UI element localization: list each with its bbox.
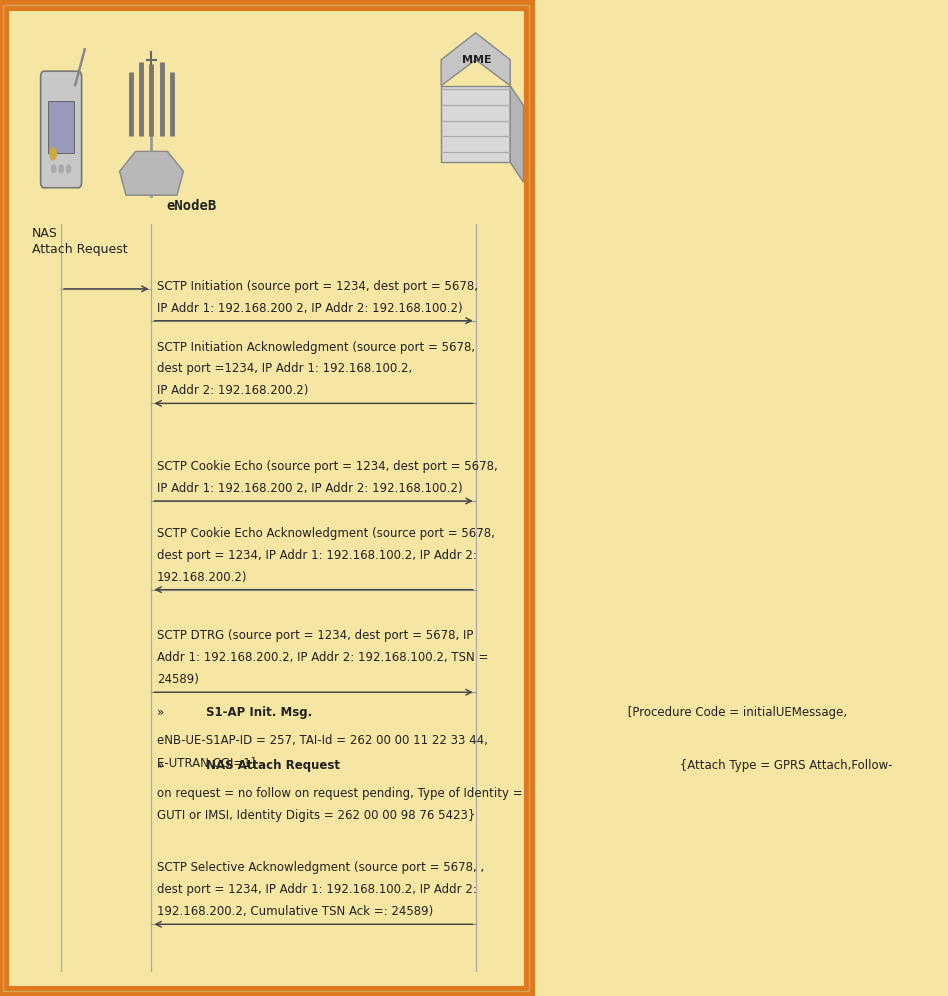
- Text: IP Addr 1: 192.168.200 2, IP Addr 2: 192.168.100.2): IP Addr 1: 192.168.200 2, IP Addr 2: 192…: [156, 482, 463, 495]
- Text: »: »: [156, 706, 168, 719]
- Polygon shape: [510, 86, 523, 182]
- Text: SCTP Initiation Acknowledgment (source port = 5678,: SCTP Initiation Acknowledgment (source p…: [156, 341, 475, 354]
- Text: eNB-UE-S1AP-ID = 257, TAI-Id = 262 00 00 11 22 33 44,: eNB-UE-S1AP-ID = 257, TAI-Id = 262 00 00…: [156, 734, 487, 747]
- Text: IP Addr 1: 192.168.200 2, IP Addr 2: 192.168.100.2): IP Addr 1: 192.168.200 2, IP Addr 2: 192…: [156, 302, 463, 315]
- Text: NAS
Attach Request: NAS Attach Request: [32, 227, 128, 256]
- Text: on request = no follow on request pending, Type of Identity =: on request = no follow on request pendin…: [156, 787, 522, 800]
- Circle shape: [50, 147, 56, 159]
- Text: SCTP DTRG (source port = 1234, dest port = 5678, IP: SCTP DTRG (source port = 1234, dest port…: [156, 629, 473, 642]
- Text: 192.168.200.2): 192.168.200.2): [156, 571, 247, 584]
- Text: SCTP Initiation (source port = 1234, dest port = 5678,: SCTP Initiation (source port = 1234, des…: [156, 280, 478, 293]
- Text: dest port = 1234, IP Addr 1: 192.168.100.2, IP Addr 2:: dest port = 1234, IP Addr 1: 192.168.100…: [156, 549, 477, 562]
- Text: {Attach Type = GPRS Attach,Follow-: {Attach Type = GPRS Attach,Follow-: [676, 759, 893, 772]
- Text: SCTP Cookie Echo Acknowledgment (source port = 5678,: SCTP Cookie Echo Acknowledgment (source …: [156, 527, 495, 540]
- Text: dest port = 1234, IP Addr 1: 192.168.100.2, IP Addr 2:: dest port = 1234, IP Addr 1: 192.168.100…: [156, 883, 477, 896]
- Text: dest port =1234, IP Addr 1: 192.168.100.2,: dest port =1234, IP Addr 1: 192.168.100.…: [156, 363, 412, 375]
- FancyBboxPatch shape: [441, 86, 510, 162]
- Text: MME: MME: [463, 55, 492, 65]
- Polygon shape: [441, 33, 510, 86]
- Circle shape: [66, 164, 71, 173]
- Text: »: »: [156, 759, 168, 772]
- Text: NAS Attach Request: NAS Attach Request: [207, 759, 340, 772]
- Text: [Procedure Code = initialUEMessage,: [Procedure Code = initialUEMessage,: [624, 706, 847, 719]
- Text: E-UTRAN CGI=1]: E-UTRAN CGI=1]: [156, 756, 255, 769]
- FancyBboxPatch shape: [41, 72, 82, 187]
- Text: IP Addr 2: 192.168.200.2): IP Addr 2: 192.168.200.2): [156, 384, 308, 397]
- Text: 192.168.200.2, Cumulative TSN Ack =: 24589): 192.168.200.2, Cumulative TSN Ack =: 245…: [156, 905, 433, 918]
- Circle shape: [59, 164, 64, 173]
- Text: 24589): 24589): [156, 673, 199, 686]
- FancyBboxPatch shape: [48, 102, 74, 153]
- Text: SCTP Selective Acknowledgment (source port = 5678, ,: SCTP Selective Acknowledgment (source po…: [156, 862, 484, 874]
- Text: GUTI or IMSI, Identity Digits = 262 00 00 98 76 5423}: GUTI or IMSI, Identity Digits = 262 00 0…: [156, 809, 475, 822]
- Text: eNodeB: eNodeB: [166, 199, 216, 213]
- Polygon shape: [119, 151, 183, 195]
- Text: S1-AP Init. Msg.: S1-AP Init. Msg.: [207, 706, 313, 719]
- Text: SCTP Cookie Echo (source port = 1234, dest port = 5678,: SCTP Cookie Echo (source port = 1234, de…: [156, 460, 498, 473]
- Circle shape: [51, 164, 56, 173]
- Text: Addr 1: 192.168.200.2, IP Addr 2: 192.168.100.2, TSN =: Addr 1: 192.168.200.2, IP Addr 2: 192.16…: [156, 651, 488, 664]
